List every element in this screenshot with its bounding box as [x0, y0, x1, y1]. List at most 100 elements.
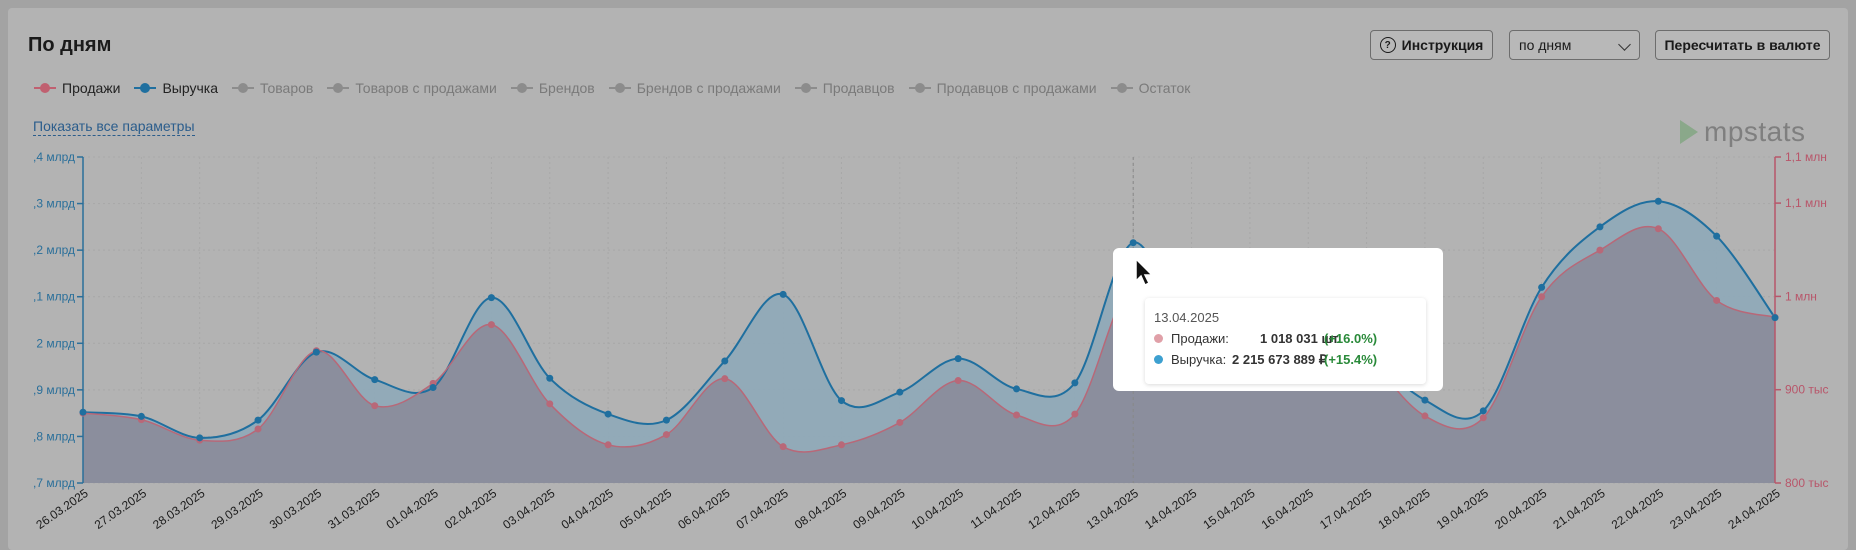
right-axis-tick-label: 1 млн	[1785, 289, 1817, 303]
left-axis-tick-label: ,3 млрд	[33, 197, 75, 211]
revenue-point	[837, 397, 845, 405]
x-axis-tick-label: 11.04.2025	[968, 486, 1025, 532]
legend-label: Продавцов	[822, 80, 895, 96]
left-axis-tick-label: ,2 млрд	[33, 243, 75, 257]
mpstats-logo-icon	[1680, 120, 1698, 144]
recalc-currency-button[interactable]: Пересчитать в валюте	[1655, 30, 1830, 60]
tooltip-revenue-value: 2 215 673 889 ₽	[1232, 351, 1328, 367]
period-select-value: по дням	[1519, 37, 1572, 53]
instruction-label: Инструкция	[1401, 37, 1484, 53]
sales-point	[1071, 410, 1079, 418]
left-axis-tick-label: ,8 млрд	[33, 429, 75, 443]
sales-point	[1654, 225, 1662, 233]
sales-area	[83, 226, 1775, 483]
x-axis-tick-label: 18.04.2025	[1375, 486, 1432, 532]
sales-point	[721, 375, 729, 383]
tooltip-revenue-label: Выручка:	[1171, 352, 1227, 367]
legend-item-5[interactable]: Брендов с продажами	[608, 80, 781, 96]
legend-item-7[interactable]: Продавцов с продажами	[908, 80, 1097, 96]
legend-label: Товаров с продажами	[355, 80, 497, 96]
revenue-point	[1071, 379, 1079, 387]
sales-point	[1538, 293, 1546, 301]
revenue-point	[1654, 197, 1662, 205]
right-axis-tick-label: 1,1 млн	[1785, 150, 1827, 164]
revenue-point	[1479, 407, 1487, 415]
x-axis-tick-label: 13.04.2025	[1084, 486, 1141, 532]
show-all-params-link[interactable]: Показать все параметры	[33, 118, 195, 136]
x-axis-tick-label: 27.03.2025	[92, 486, 149, 532]
page-title: По дням	[28, 34, 112, 56]
tooltip-sales-value: 1 018 031 шт.	[1260, 331, 1342, 346]
revenue-point	[604, 410, 612, 418]
sales-point	[779, 443, 787, 451]
x-axis-tick-label: 28.03.2025	[150, 486, 207, 532]
sales-point	[662, 431, 670, 439]
sales-point	[896, 418, 904, 426]
tooltip-row-sales: Продажи: 1 018 031 шт. (+16.0%)	[1154, 331, 1377, 346]
x-axis-tick-label: 04.04.2025	[559, 486, 616, 532]
revenue-point	[721, 357, 729, 365]
legend-item-1[interactable]: Выручка	[134, 80, 218, 96]
x-axis-tick-label: 21.04.2025	[1550, 486, 1607, 532]
revenue-point	[662, 416, 670, 424]
mpstats-logo-text: mpstats	[1704, 116, 1806, 147]
revenue-point	[1596, 223, 1604, 231]
legend-marker-icon	[908, 83, 931, 93]
revenue-point	[254, 416, 262, 424]
sales-point	[604, 441, 612, 449]
x-axis-tick-label: 20.04.2025	[1492, 486, 1549, 532]
legend-item-4[interactable]: Брендов	[510, 80, 595, 96]
sales-point	[546, 400, 554, 408]
x-axis-tick-label: 30.03.2025	[267, 486, 324, 532]
x-axis-tick-label: 24.04.2025	[1725, 486, 1782, 532]
legend-label: Продажи	[62, 80, 121, 96]
revenue-point	[779, 290, 787, 298]
revenue-point	[312, 348, 320, 356]
sales-point	[487, 321, 495, 329]
x-axis-tick-label: 09.04.2025	[850, 486, 907, 532]
x-axis-tick-label: 26.03.2025	[33, 486, 90, 532]
x-axis-tick-label: 16.04.2025	[1259, 486, 1316, 532]
legend-label: Выручка	[162, 80, 219, 96]
tooltip-revenue-change: (+15.4%)	[1324, 352, 1378, 367]
revenue-point	[371, 376, 379, 384]
sales-point	[1596, 246, 1604, 254]
left-axis-tick-label: ,1 млрд	[33, 290, 75, 304]
revenue-point	[137, 412, 145, 420]
x-axis-tick-label: 01.04.2025	[384, 486, 441, 532]
revenue-point	[196, 434, 204, 442]
x-axis-tick-label: 17.04.2025	[1317, 486, 1374, 532]
x-axis-tick-label: 19.04.2025	[1434, 486, 1491, 532]
instruction-button[interactable]: ? Инструкция	[1370, 30, 1493, 60]
legend-item-2[interactable]: Товаров	[232, 80, 313, 96]
x-axis-tick-label: 03.04.2025	[500, 486, 557, 532]
legend-item-3[interactable]: Товаров с продажами	[327, 80, 497, 96]
sales-point	[1479, 414, 1487, 422]
legend-item-6[interactable]: Продавцов	[794, 80, 895, 96]
sales-point	[254, 425, 262, 433]
x-axis-tick-label: 14.04.2025	[1142, 486, 1199, 532]
revenue-point	[79, 408, 87, 416]
right-axis-tick-label: 800 тыс	[1785, 476, 1828, 490]
revenue-point	[1129, 239, 1137, 247]
legend-label: Брендов	[538, 80, 595, 96]
mouse-cursor-icon	[1135, 258, 1154, 287]
x-axis-tick-label: 02.04.2025	[442, 486, 499, 532]
x-axis-tick-label: 08.04.2025	[792, 486, 849, 532]
x-axis-tick-label: 15.04.2025	[1200, 486, 1257, 532]
revenue-point	[1538, 283, 1546, 291]
x-axis-tick-label: 07.04.2025	[734, 486, 791, 532]
legend-item-0[interactable]: Продажи	[34, 80, 120, 96]
period-select[interactable]: по дням	[1509, 30, 1640, 60]
revenue-point	[1013, 385, 1021, 393]
sales-point	[1013, 411, 1021, 419]
legend-label: Товаров	[260, 80, 314, 96]
legend-marker-icon	[794, 83, 817, 93]
revenue-point	[1713, 232, 1721, 240]
revenue-point	[429, 384, 437, 392]
revenue-point	[896, 388, 904, 396]
sales-dot-icon	[1154, 334, 1163, 343]
legend-marker-icon	[510, 83, 533, 93]
legend-item-8[interactable]: Остаток	[1110, 80, 1190, 96]
